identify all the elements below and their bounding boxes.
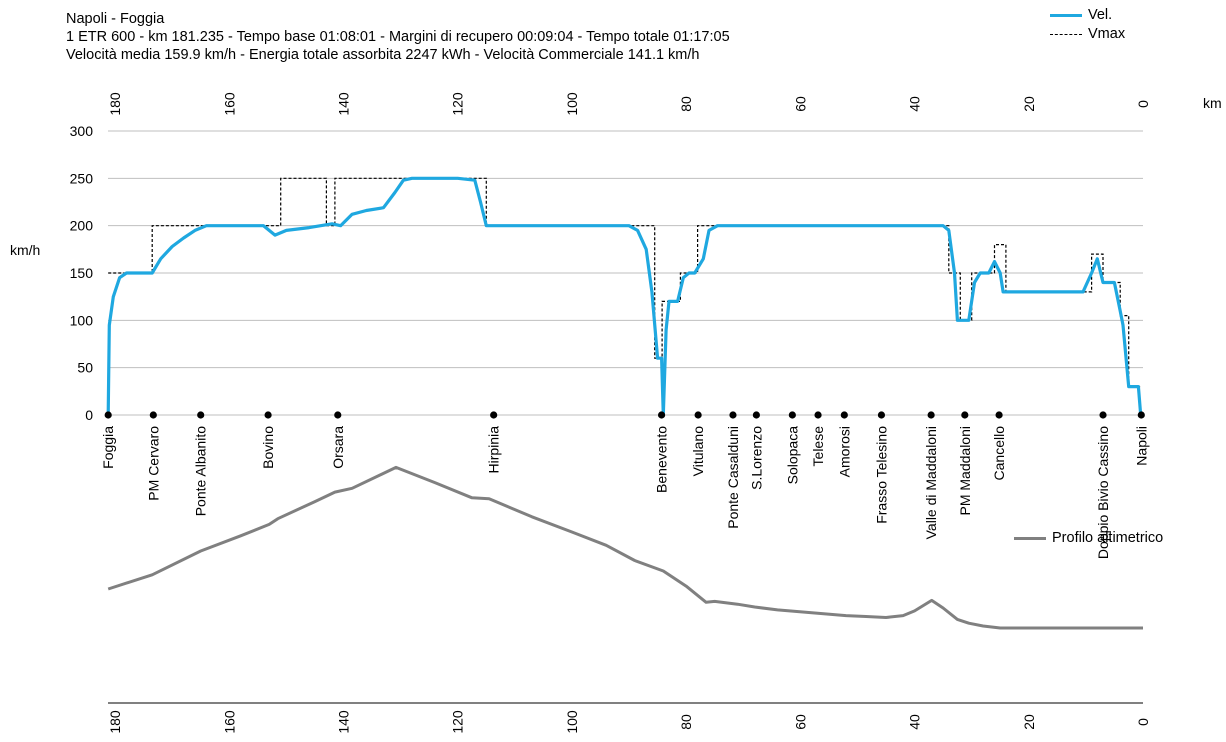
x-tick-label-top-20: 20 [1021, 96, 1037, 112]
legend-item-vel: Vel. [1050, 6, 1125, 25]
station-marker [961, 411, 969, 419]
y-tick-label-200: 200 [70, 218, 94, 234]
station-marker [1137, 411, 1145, 419]
x-tick-label-bottom-180: 180 [107, 710, 123, 734]
route-title: Napoli - Foggia [66, 11, 165, 27]
station-marker [877, 411, 886, 419]
x-tick-label-top-60: 60 [792, 96, 808, 112]
station-label: Telese [810, 426, 826, 467]
vel-line-swatch [1050, 14, 1082, 17]
x-tick-label-bottom-120: 120 [450, 710, 466, 734]
y-tick-label-0: 0 [85, 407, 93, 423]
station-label: Solopaca [784, 426, 800, 485]
speed-energy-summary: Velocità media 159.9 km/h - Energia tota… [66, 47, 700, 63]
station-label: Amorosi [836, 426, 852, 477]
x-tick-label-top-160: 160 [221, 92, 237, 116]
station-marker [197, 411, 205, 419]
speed-legend: Vel. Vmax [1050, 6, 1125, 44]
legend-item-vmax: Vmax [1050, 25, 1125, 44]
station-label: S.Lorenzo [748, 426, 764, 490]
station-label: Foggia [100, 426, 116, 469]
station-marker [334, 411, 342, 419]
station-label: Vitulano [690, 426, 706, 477]
station-label: Cancello [991, 426, 1007, 481]
x-tick-label-top-40: 40 [907, 96, 923, 112]
station-marker [927, 411, 935, 419]
profile-line-swatch [1014, 536, 1046, 540]
legend-label-profile: Profilo altimetrico [1052, 530, 1164, 546]
station-label: Hirpinia [486, 426, 502, 474]
x-tick-label-bottom-0: 0 [1135, 718, 1151, 726]
chart-header: Napoli - Foggia 1 ETR 600 - km 181.235 -… [66, 10, 730, 64]
x-tick-label-top-80: 80 [678, 96, 694, 112]
station-label: PM Maddaloni [957, 426, 973, 516]
x-tick-label-top-100: 100 [564, 92, 580, 116]
station-label: Valle di Maddaloni [923, 426, 939, 539]
x-tick-label-top-120: 120 [450, 92, 466, 116]
y-tick-label-250: 250 [70, 170, 94, 186]
station-marker [752, 411, 760, 419]
x-tick-label-bottom-80: 80 [678, 714, 694, 730]
station-label: Ponte Albanito [193, 426, 209, 517]
station-marker [657, 411, 666, 419]
y-tick-label-150: 150 [70, 265, 94, 281]
y-tick-label-50: 50 [77, 360, 93, 376]
y-axis-label: km/h [10, 242, 40, 258]
station-label: PM Cervaro [145, 426, 161, 501]
station-marker [490, 411, 498, 419]
station-marker [1099, 411, 1107, 419]
x-tick-label-top-180: 180 [107, 92, 123, 116]
x-tick-label-bottom-40: 40 [907, 714, 923, 730]
x-tick-label-top-140: 140 [335, 92, 351, 116]
station-label: Orsara [330, 426, 346, 469]
y-tick-label-100: 100 [70, 312, 94, 328]
legend-label-vel: Vel. [1088, 7, 1113, 23]
profile-legend: Profilo altimetrico [1014, 530, 1163, 546]
station-label: Bovino [260, 426, 276, 469]
legend-label-vmax: Vmax [1088, 26, 1126, 42]
x-tick-label-bottom-60: 60 [792, 714, 808, 730]
station-label: Napoli [1133, 426, 1149, 466]
station-label: Frasso Telesino [873, 426, 889, 524]
x-tick-label-bottom-20: 20 [1021, 714, 1037, 730]
station-marker [788, 411, 796, 419]
station-label: Benevento [654, 426, 670, 493]
train-summary: 1 ETR 600 - km 181.235 - Tempo base 01:0… [66, 29, 730, 45]
x-axis-label: km [1203, 95, 1222, 111]
station-marker [694, 411, 702, 419]
station-marker [840, 411, 848, 419]
x-tick-label-top-0: 0 [1135, 100, 1151, 108]
station-marker [264, 411, 272, 419]
vmax-line-swatch [1050, 34, 1082, 35]
x-tick-label-bottom-100: 100 [564, 710, 580, 734]
station-label: Doppio Bivio Cassino [1095, 426, 1111, 559]
station-marker [104, 411, 112, 419]
station-marker [149, 411, 157, 419]
vel-series-line [106, 176, 1143, 417]
y-tick-label-300: 300 [70, 123, 94, 139]
station-marker [814, 411, 822, 419]
x-tick-label-bottom-140: 140 [335, 710, 351, 734]
station-marker [995, 411, 1003, 419]
station-marker [729, 411, 737, 419]
station-label: Ponte Casalduni [725, 426, 741, 529]
vmax-series-line [108, 177, 1141, 388]
profile-series-line [107, 465, 1143, 630]
x-tick-label-bottom-160: 160 [221, 710, 237, 734]
